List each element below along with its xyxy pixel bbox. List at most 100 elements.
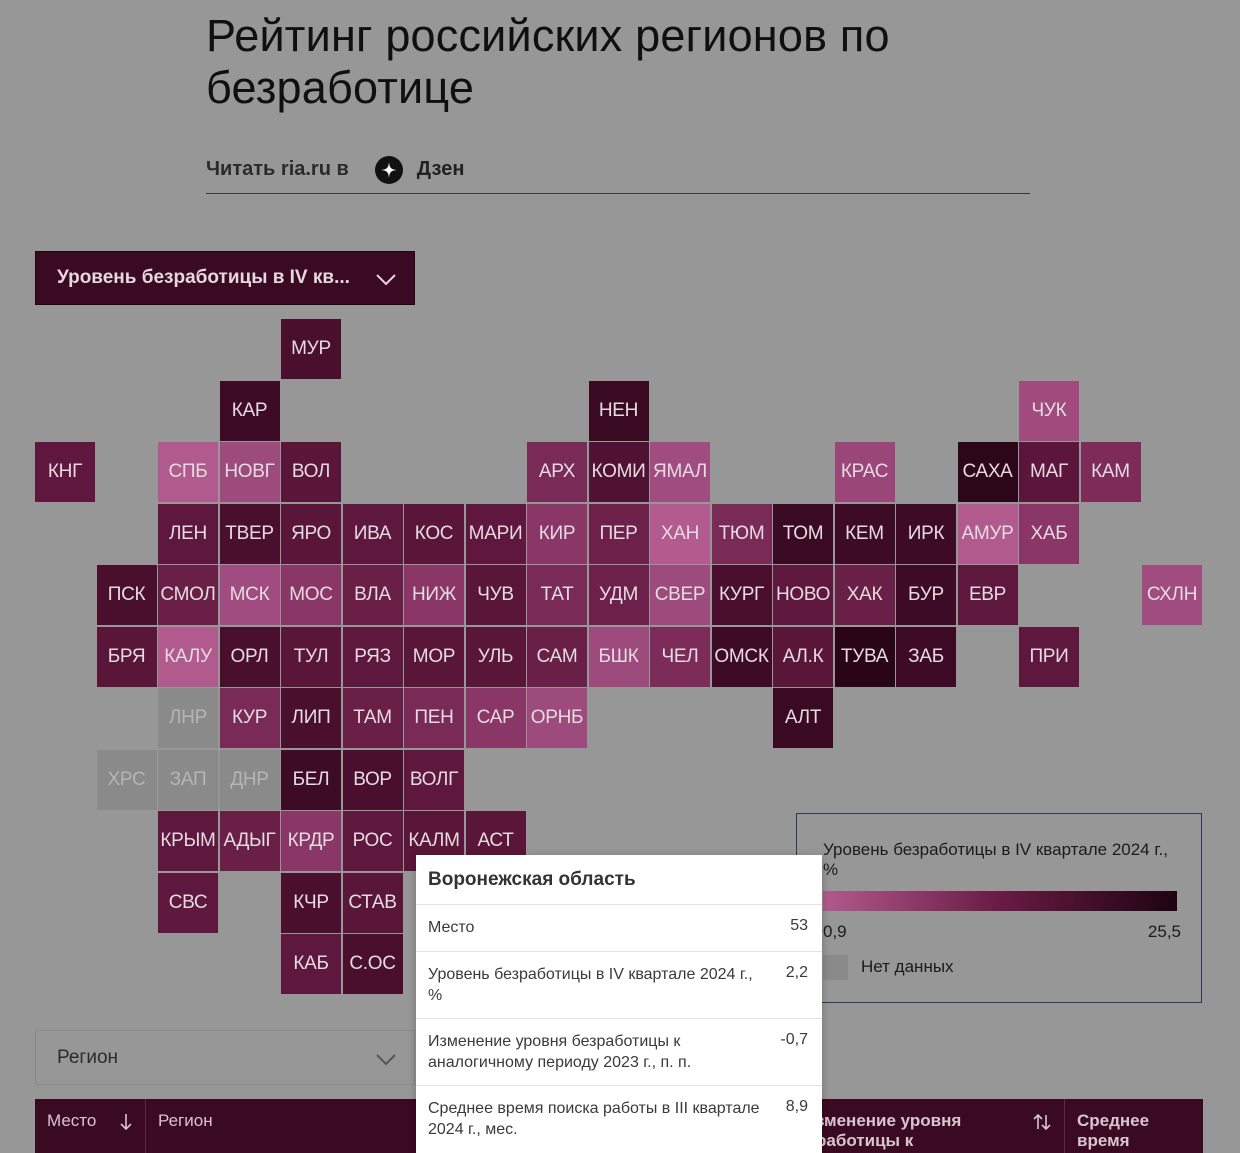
region-tile[interactable]: ЧУВ [465, 565, 526, 625]
region-tile[interactable]: ТЮМ [711, 503, 772, 564]
region-tile[interactable]: ЧУК [1019, 380, 1079, 441]
region-tile[interactable]: СПБ [158, 442, 218, 502]
region-tile[interactable]: ОМСК [711, 626, 772, 687]
region-tile[interactable]: ЕВР [957, 565, 1018, 625]
region-tile[interactable]: ТУЛ [281, 626, 341, 687]
region-tile[interactable]: ПСК [96, 565, 157, 625]
region-tile[interactable]: ВЛА [342, 565, 403, 625]
region-tile[interactable]: МОС [281, 565, 341, 625]
region-tile[interactable]: ВОР [342, 749, 403, 810]
region-tile[interactable]: КРЫМ [158, 811, 218, 871]
region-tile[interactable]: УДМ [588, 565, 649, 625]
region-tile[interactable]: ЛЕН [158, 503, 218, 564]
read-in-zen-bar[interactable]: Читать ria.ru в Дзен [206, 146, 1030, 194]
tooltip-row-value: 53 [790, 917, 808, 934]
region-tile[interactable]: КРАС [834, 442, 895, 502]
region-tile[interactable]: КАМ [1080, 442, 1141, 502]
region-tile[interactable]: ТУВА [834, 626, 895, 687]
tooltip-row-value: 2,2 [785, 964, 808, 981]
region-tile[interactable]: ЧЕЛ [650, 626, 710, 687]
region-tile[interactable]: ЗАБ [896, 626, 956, 687]
region-tile[interactable]: СХЛН [1142, 565, 1202, 625]
region-tile[interactable]: АЛ.К [773, 626, 833, 687]
region-tile[interactable]: НЕН [588, 380, 649, 441]
region-tile[interactable]: КНГ [35, 442, 95, 502]
column-header-region[interactable]: Регион [146, 1099, 416, 1153]
region-tile[interactable]: КУРГ [711, 565, 772, 625]
region-tile[interactable]: КАЛУ [158, 626, 218, 687]
region-tile[interactable]: КОС [404, 503, 464, 564]
region-tile[interactable]: ОРНБ [527, 688, 587, 748]
region-tile[interactable]: МАГ [1019, 442, 1079, 502]
chevron-down-icon [376, 274, 396, 286]
region-tile[interactable]: ЯРО [281, 503, 341, 564]
region-tile[interactable]: С.ОС [342, 934, 403, 994]
column-header-change[interactable]: зменение уровня работицы к [810, 1099, 1065, 1153]
region-tile[interactable]: ТВЕР [219, 503, 280, 564]
region-tile[interactable]: РЯЗ [342, 626, 403, 687]
region-tile[interactable]: КУР [219, 688, 280, 748]
region-tile[interactable]: СМОЛ [158, 565, 218, 625]
region-tile[interactable]: ЛИП [281, 688, 341, 748]
region-tile[interactable]: ЛНР [158, 688, 218, 748]
region-tile[interactable]: САР [465, 688, 526, 748]
region-tile[interactable]: ПРИ [1019, 626, 1079, 687]
region-tile[interactable]: ИРК [896, 503, 956, 564]
region-tile[interactable]: ПЕН [404, 688, 464, 748]
region-tile[interactable]: МОР [404, 626, 464, 687]
region-tile[interactable]: СВС [158, 872, 218, 933]
region-tile[interactable]: АМУР [957, 503, 1018, 564]
region-tile[interactable]: ХАН [650, 503, 710, 564]
sort-desc-icon[interactable] [119, 1113, 133, 1131]
legend-no-data-label: Нет данных [861, 957, 954, 976]
region-tile[interactable]: ЯМАЛ [650, 442, 710, 502]
region-tile[interactable]: АДЫГ [219, 811, 280, 871]
region-tile[interactable]: ВОЛГ [404, 749, 464, 810]
region-tile[interactable]: ДНР [219, 749, 280, 810]
region-tile[interactable]: УЛЬ [465, 626, 526, 687]
region-tile[interactable]: МСК [219, 565, 280, 625]
region-tile[interactable]: ИВА [342, 503, 403, 564]
region-tile[interactable]: НОВО [773, 565, 833, 625]
region-tile[interactable]: КЕМ [834, 503, 895, 564]
region-tile[interactable]: ВОЛ [281, 442, 341, 502]
region-tile[interactable]: СВЕР [650, 565, 710, 625]
region-tile[interactable]: БРЯ [96, 626, 157, 687]
region-tile[interactable]: НОВГ [219, 442, 280, 502]
region-tile[interactable]: ХАК [834, 565, 895, 625]
sort-both-icon[interactable] [1032, 1113, 1052, 1131]
zen-link[interactable]: Дзен [416, 158, 465, 180]
region-tile[interactable]: ТАТ [527, 565, 587, 625]
region-tile[interactable]: САХА [957, 442, 1018, 502]
region-tile[interactable]: РОС [342, 811, 403, 871]
region-tile[interactable]: ТАМ [342, 688, 403, 748]
region-tile[interactable]: БШК [588, 626, 649, 687]
region-tile[interactable]: НИЖ [404, 565, 464, 625]
region-select[interactable]: Регион [35, 1030, 415, 1085]
region-tile[interactable]: СТАВ [342, 872, 403, 933]
region-tile[interactable]: АЛТ [773, 688, 833, 748]
region-tile[interactable]: ХАБ [1019, 503, 1079, 564]
region-tile[interactable]: БЕЛ [281, 749, 341, 810]
region-tile[interactable]: КОМИ [588, 442, 649, 502]
region-tile[interactable]: АРХ [527, 442, 587, 502]
region-tile[interactable]: ХРС [96, 749, 157, 810]
region-tile[interactable]: ЗАП [158, 749, 218, 810]
region-tile[interactable]: КИР [527, 503, 587, 564]
region-tile[interactable]: МУР [281, 319, 341, 379]
legend-max: 25,5 [1147, 922, 1181, 941]
region-tile[interactable]: ПЕР [588, 503, 649, 564]
region-tile[interactable]: КРДР [281, 811, 341, 871]
legend-title: Уровень безработицы в IV квартале 2024 г… [823, 840, 1168, 879]
region-tile[interactable]: МАРИ [465, 503, 526, 564]
region-tile[interactable]: ОРЛ [219, 626, 280, 687]
column-header-search[interactable]: Среднее время поиска работы [1065, 1099, 1203, 1153]
region-tile[interactable]: САМ [527, 626, 587, 687]
region-tile[interactable]: ТОМ [773, 503, 833, 564]
region-tile[interactable]: КАБ [281, 934, 341, 994]
column-header-place[interactable]: Место [35, 1099, 146, 1153]
region-tile[interactable]: БУР [896, 565, 956, 625]
metric-select[interactable]: Уровень безработицы в IV кв... [35, 251, 415, 305]
region-tile[interactable]: КЧР [281, 872, 341, 933]
region-tile[interactable]: КАР [219, 380, 280, 441]
